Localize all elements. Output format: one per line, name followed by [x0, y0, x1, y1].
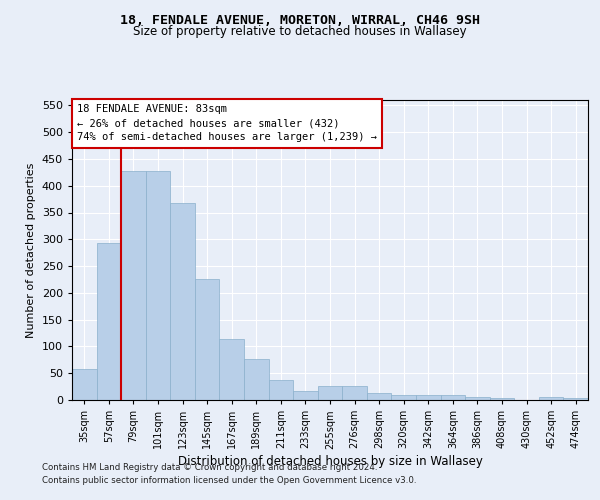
Text: 18, FENDALE AVENUE, MORETON, WIRRAL, CH46 9SH: 18, FENDALE AVENUE, MORETON, WIRRAL, CH4… [120, 14, 480, 27]
Bar [244, 360, 269, 400]
Bar [490, 398, 514, 400]
Bar [97, 243, 121, 400]
Bar [146, 170, 170, 400]
Bar [170, 204, 195, 400]
Bar [318, 386, 342, 400]
Text: Contains public sector information licensed under the Open Government Licence v3: Contains public sector information licen… [42, 476, 416, 485]
Bar [416, 395, 440, 400]
X-axis label: Distribution of detached houses by size in Wallasey: Distribution of detached houses by size … [178, 456, 482, 468]
Y-axis label: Number of detached properties: Number of detached properties [26, 162, 36, 338]
Bar [121, 170, 146, 400]
Bar [342, 386, 367, 400]
Text: Contains HM Land Registry data © Crown copyright and database right 2024.: Contains HM Land Registry data © Crown c… [42, 464, 377, 472]
Bar [391, 395, 416, 400]
Bar [72, 370, 97, 400]
Bar [539, 397, 563, 400]
Text: Size of property relative to detached houses in Wallasey: Size of property relative to detached ho… [133, 25, 467, 38]
Bar [440, 395, 465, 400]
Bar [367, 392, 391, 400]
Bar [195, 280, 220, 400]
Bar [269, 380, 293, 400]
Bar [563, 398, 588, 400]
Bar [465, 398, 490, 400]
Text: 18 FENDALE AVENUE: 83sqm
← 26% of detached houses are smaller (432)
74% of semi-: 18 FENDALE AVENUE: 83sqm ← 26% of detach… [77, 104, 377, 142]
Bar [220, 340, 244, 400]
Bar [293, 391, 318, 400]
